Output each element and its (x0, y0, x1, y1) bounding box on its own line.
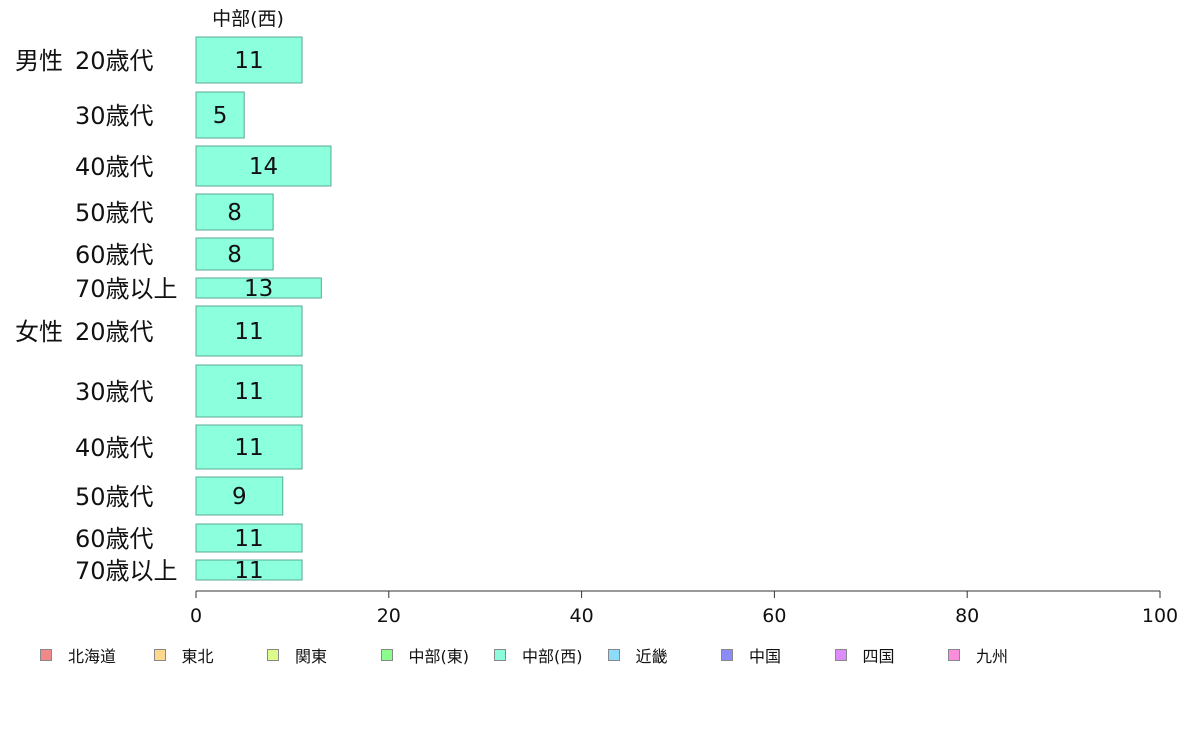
x-axis: 0 20 40 60 80 100 (190, 590, 1178, 627)
x-tick-label: 0 (190, 605, 202, 627)
legend-label: 四国 (862, 647, 895, 666)
bar-value-label: 13 (244, 276, 273, 302)
bar (195, 364, 303, 418)
category-label: 70歳以上 (75, 557, 178, 585)
group-label: 女性 (15, 318, 63, 346)
legend-swatch (267, 649, 279, 661)
category-label: 50歳代 (75, 483, 154, 511)
x-tick-label: 60 (762, 605, 786, 627)
legend-swatch (948, 649, 960, 661)
legend-swatch (494, 649, 506, 661)
legend-swatch (40, 649, 52, 661)
chart-title: 中部(西) (212, 8, 284, 30)
legend-label: 中部(東) (408, 647, 470, 666)
bar-value-label: 11 (234, 526, 263, 552)
bar-value-label: 8 (227, 242, 242, 268)
legend-label: 中国 (749, 647, 782, 666)
category-label: 30歳代 (75, 102, 154, 130)
bar-value-label: 11 (234, 379, 263, 405)
bar-chart: 中部(西) 1120歳代男性530歳代1440歳代850歳代860歳代1370歳… (15, 8, 1178, 627)
legend-item: 中部(東) (380, 643, 470, 667)
legend-swatch (721, 649, 733, 661)
bar (195, 91, 245, 139)
category-label: 70歳以上 (75, 275, 178, 303)
bar (195, 523, 303, 553)
group-label: 男性 (15, 47, 63, 75)
category-label: 60歳代 (75, 525, 154, 553)
x-tick-label: 100 (1142, 605, 1178, 627)
legend: 北海道 東北 関東 中部(東) 中部(西) 近畿 中国 四国 九州 (0, 643, 1188, 667)
bar-value-label: 8 (227, 200, 242, 226)
legend-label: 中部(西) (522, 647, 583, 666)
legend-item: 東北 (153, 643, 214, 667)
legend-item: 四国 (834, 643, 895, 667)
bar-value-label: 11 (234, 435, 263, 461)
legend-swatch (153, 649, 166, 661)
legend-item: 中国 (721, 643, 781, 667)
bar-value-label: 14 (249, 154, 278, 180)
legend-label: 北海道 (68, 647, 117, 666)
bar-value-label: 11 (234, 558, 263, 584)
bar-value-label: 5 (213, 103, 228, 129)
legend-item: 関東 (267, 643, 327, 667)
legend-label: 東北 (181, 647, 214, 666)
x-tick-label: 80 (955, 605, 979, 627)
legend-item: 近畿 (607, 643, 668, 667)
legend-label: 近畿 (635, 647, 668, 666)
legend-swatch (607, 649, 620, 661)
bar-value-label: 11 (234, 319, 263, 345)
bars-layer: 1120歳代男性530歳代1440歳代850歳代860歳代1370歳以上1120… (15, 36, 332, 585)
legend-swatch (380, 649, 393, 661)
bar (195, 305, 303, 357)
legend-item: 北海道 (40, 643, 116, 667)
category-label: 60歳代 (75, 241, 154, 269)
bar-value-label: 9 (232, 484, 247, 510)
category-label: 50歳代 (75, 199, 154, 227)
legend-label: 関東 (295, 647, 328, 666)
legend-item: 九州 (948, 643, 1008, 667)
bar (195, 424, 303, 470)
bar (195, 559, 303, 581)
x-tick-label: 20 (377, 605, 401, 627)
bar (195, 193, 274, 231)
bar (195, 237, 274, 271)
legend-label: 九州 (976, 647, 1009, 666)
bar (195, 277, 322, 299)
category-label: 30歳代 (75, 378, 154, 406)
x-tick-label: 40 (570, 605, 594, 627)
category-label: 20歳代 (75, 318, 154, 346)
bar-value-label: 11 (234, 48, 263, 74)
category-label: 20歳代 (75, 47, 154, 75)
category-label: 40歳代 (75, 153, 154, 181)
bar (195, 36, 303, 84)
legend-item: 中部(西) (494, 643, 583, 667)
bar (195, 476, 284, 516)
bar (195, 145, 332, 187)
category-label: 40歳代 (75, 434, 154, 462)
legend-swatch (834, 649, 847, 661)
